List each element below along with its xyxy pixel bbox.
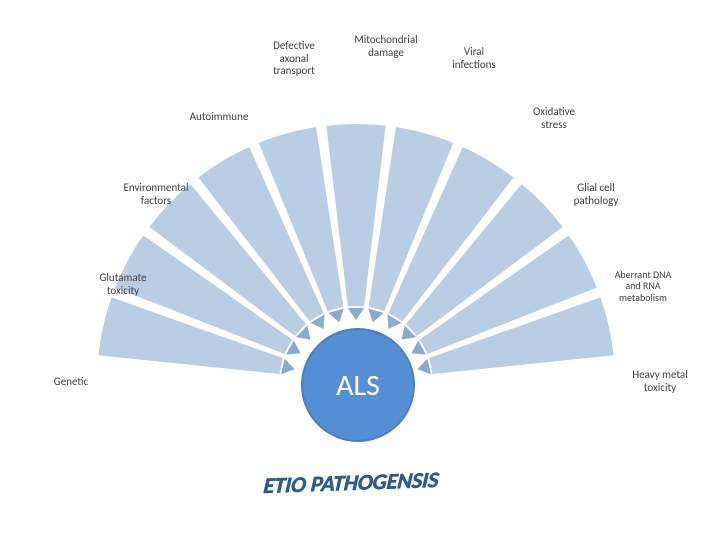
factor-label: Genetic xyxy=(30,365,112,399)
diagram-stage: { "diagram": { "type": "radial-converge"… xyxy=(0,0,720,540)
factor-label: Defectiveaxonaltransport xyxy=(252,34,336,84)
factor-label: Environmentalfactors xyxy=(106,178,206,212)
factor-label: Glial cellpathology xyxy=(550,178,642,212)
factor-label: Glutamatetoxicity xyxy=(78,268,168,302)
factor-label: Viralinfections xyxy=(432,42,516,76)
factor-label: Mitochondrialdamage xyxy=(338,30,434,64)
factor-label: Autoimmune xyxy=(170,105,268,129)
center-node: ALS xyxy=(301,328,415,442)
center-label: ALS xyxy=(336,367,380,404)
factor-label: Aberrant DNAand RNAmetabolism xyxy=(592,264,694,308)
svg-text:ETIO PATHOGENSIS: ETIO PATHOGENSIS xyxy=(262,466,440,499)
diagram-title: ETIO PATHOGENSIS xyxy=(0,450,720,530)
factor-label: Heavy metaltoxicity xyxy=(614,365,706,399)
factor-label: Oxidativestress xyxy=(510,102,598,136)
